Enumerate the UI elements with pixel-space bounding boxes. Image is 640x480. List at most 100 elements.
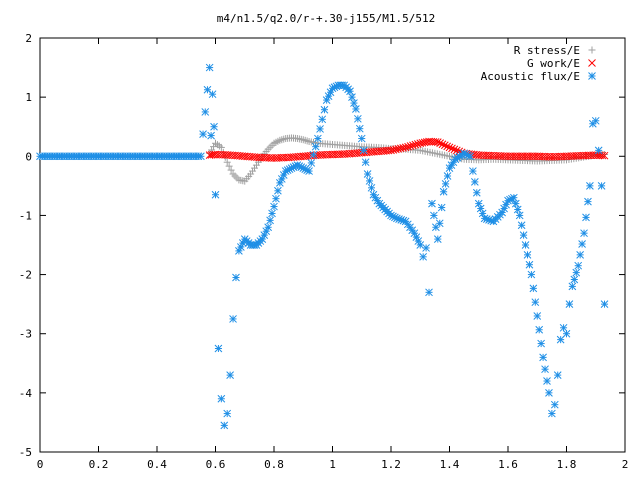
y-tick-label: -2	[19, 269, 32, 282]
data-point	[433, 235, 442, 243]
data-point	[359, 146, 368, 155]
x-tick-label: 1.4	[440, 458, 460, 471]
data-point	[425, 288, 433, 297]
data-point	[272, 194, 280, 203]
data-point	[226, 371, 234, 379]
data-point	[545, 389, 553, 397]
data-point	[594, 146, 603, 155]
data-point	[548, 409, 556, 418]
data-point	[413, 140, 422, 148]
data-point	[430, 211, 438, 220]
legend-label: Acoustic flux/E	[481, 70, 580, 83]
data-point	[431, 138, 440, 146]
data-point	[586, 182, 594, 190]
data-point	[472, 188, 481, 197]
x-tick-label: 0.2	[89, 458, 109, 471]
data-point	[535, 325, 544, 334]
data-point	[523, 251, 532, 259]
data-point	[416, 241, 425, 249]
data-point	[355, 124, 364, 133]
data-point	[556, 335, 565, 344]
data-point	[470, 178, 479, 186]
data-point	[437, 203, 446, 212]
data-point	[223, 158, 231, 166]
data-point	[346, 87, 354, 96]
y-tick-label: -5	[19, 446, 32, 459]
data-point	[533, 312, 542, 320]
data-point	[411, 140, 420, 149]
data-point	[531, 298, 540, 307]
data-point	[270, 202, 278, 211]
x-tick-label: 0.4	[147, 458, 167, 471]
data-point	[217, 143, 225, 151]
data-point	[576, 251, 585, 259]
data-point	[550, 400, 559, 409]
data-point	[450, 145, 459, 154]
data-point	[580, 229, 588, 238]
y-tick-label: -3	[19, 328, 32, 341]
data-point	[406, 142, 415, 150]
data-point	[401, 143, 410, 152]
data-point	[529, 284, 538, 293]
x-tick-label: 0.6	[206, 458, 226, 471]
data-point	[205, 63, 214, 72]
data-point	[525, 260, 534, 269]
data-point	[466, 152, 474, 161]
y-tick-label: -1	[19, 209, 32, 222]
data-point	[469, 167, 477, 175]
data-point	[266, 216, 274, 225]
data-point	[443, 172, 452, 180]
data-point	[513, 205, 522, 214]
data-point	[539, 353, 547, 362]
data-point	[197, 152, 205, 161]
data-point	[365, 177, 374, 185]
data-point	[394, 145, 403, 153]
data-point	[214, 344, 223, 353]
data-point	[274, 186, 282, 195]
data-point	[318, 115, 327, 124]
legend-marker	[588, 46, 596, 54]
data-point	[314, 134, 322, 143]
data-point	[537, 339, 546, 348]
data-point	[601, 151, 609, 159]
data-point	[591, 116, 600, 125]
legend-marker	[588, 59, 596, 67]
data-point	[521, 241, 530, 249]
data-point	[515, 211, 524, 220]
chart-title: m4/n1.5/q2.0/r-+.30-j155/M1.5/512	[217, 12, 436, 25]
series-2	[36, 63, 609, 430]
data-point	[448, 144, 456, 153]
legend-label: G work/E	[527, 57, 580, 70]
x-tick-label: 0.8	[264, 458, 284, 471]
data-point	[227, 166, 235, 174]
data-point	[565, 300, 574, 308]
data-point	[305, 167, 313, 175]
data-point	[562, 329, 571, 338]
plot-frame	[39, 37, 626, 453]
data-point	[389, 146, 398, 154]
series-1	[205, 137, 609, 162]
data-point	[208, 90, 217, 99]
data-point	[600, 300, 609, 308]
data-point	[353, 114, 362, 123]
data-point	[199, 130, 207, 138]
data-point	[553, 371, 562, 379]
data-point	[210, 122, 218, 131]
data-point	[352, 105, 360, 113]
data-point	[439, 187, 448, 196]
data-point	[264, 223, 273, 232]
data-point	[387, 146, 395, 155]
data-point	[268, 209, 276, 218]
data-point	[436, 139, 444, 148]
data-point	[517, 221, 526, 230]
x-tick-label: 1.2	[381, 458, 401, 471]
y-tick-label: 0	[25, 150, 32, 163]
data-point	[543, 377, 551, 385]
data-point	[438, 140, 447, 149]
series-layer	[36, 63, 609, 430]
data-point	[217, 394, 226, 403]
data-point	[350, 99, 358, 107]
x-tick-label: 2	[622, 458, 629, 471]
